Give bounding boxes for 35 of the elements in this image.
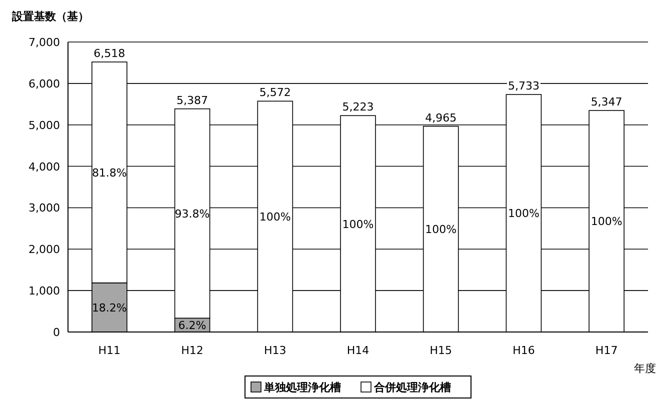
total-label: 5,387 <box>176 94 208 107</box>
x-tick-label: H14 <box>346 344 370 357</box>
total-label: 5,347 <box>590 95 622 108</box>
y-tick-label: 7,000 <box>28 36 60 49</box>
x-tick-label: H11 <box>98 344 121 357</box>
x-tick-label: H15 <box>430 344 452 357</box>
total-label: 5,572 <box>259 86 291 100</box>
y-axis-title: 設置基数（基） <box>11 10 89 23</box>
x-tick-label: H12 <box>181 344 204 357</box>
x-axis-title: 年度 <box>634 362 656 375</box>
annotation: 81.8% <box>92 166 127 180</box>
y-tick-label: 2,000 <box>28 243 60 256</box>
annotation: 100% <box>342 218 374 231</box>
y-tick-label: 5,000 <box>28 118 60 132</box>
annotation: 6.2% <box>178 319 206 332</box>
annotation: 100% <box>259 210 291 224</box>
total-label: 4,965 <box>425 111 457 124</box>
x-tick-label: H16 <box>512 344 535 357</box>
x-tick-label: H13 <box>264 344 286 357</box>
total-label: 5,223 <box>342 100 374 114</box>
annotation: 100% <box>590 215 622 228</box>
y-tick-label: 1,000 <box>28 284 60 298</box>
annotation: 93.8% <box>174 207 210 220</box>
x-tick-label: H17 <box>595 344 618 357</box>
annotation: 100% <box>425 223 457 236</box>
y-tick-label: 0 <box>53 326 60 339</box>
total-label: 5,733 <box>508 79 540 92</box>
legend-label: 単独処理浄化槽 <box>263 381 341 394</box>
total-label: 6,518 <box>94 46 126 60</box>
legend-label: 合併処理浄化槽 <box>373 381 451 394</box>
y-tick-label: 4,000 <box>28 160 60 174</box>
y-tick-label: 6,000 <box>28 77 60 90</box>
y-tick-label: 3,000 <box>28 202 60 215</box>
annotation: 100% <box>508 207 540 220</box>
annotation: 18.2% <box>92 301 127 314</box>
